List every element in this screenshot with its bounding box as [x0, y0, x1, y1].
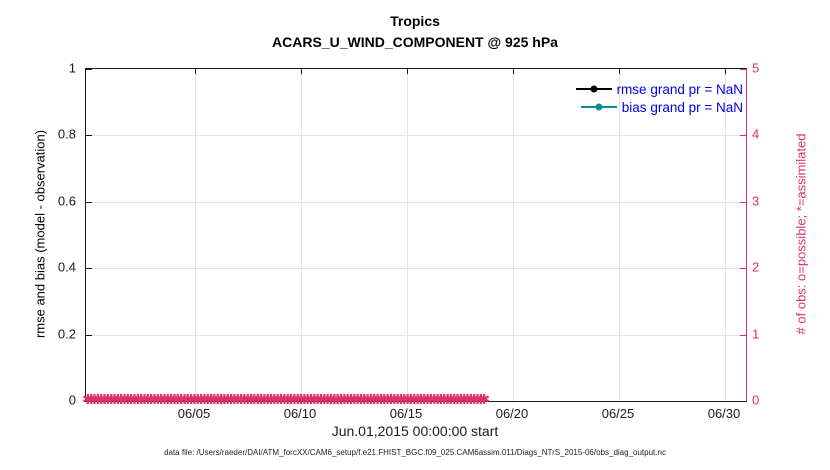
x-axis-label: Jun.01,2015 00:00:00 start [331, 423, 499, 439]
tick-mark-top [725, 69, 726, 74]
ytick-left: 0 [68, 392, 76, 408]
tick-mark-left [86, 334, 92, 336]
tick-mark-left [86, 268, 92, 270]
tick-mark-left [86, 201, 92, 203]
obs-zero-band: ✱✱✱✱✱✱✱✱✱✱✱✱✱✱✱✱✱✱✱✱✱✱✱✱✱✱✱✱✱✱✱✱✱✱✱✱✱✱✱✱… [82, 394, 490, 408]
gridline-v [513, 69, 515, 401]
data-file-path: data file: /Users/raeder/DAI/ATM_forcXX/… [164, 448, 666, 457]
ytick-left: 1 [68, 60, 76, 76]
tick-mark-top [407, 69, 409, 74]
ytick-right: 3 [752, 193, 760, 209]
gridline-v [407, 69, 409, 401]
gridline-v [725, 69, 726, 401]
legend-entry-bias: bias grand pr = NaN [576, 98, 743, 116]
ytick-left: 0.8 [57, 126, 76, 142]
chart-title: Tropics [390, 13, 440, 29]
xtick-label: 06/20 [495, 406, 529, 421]
xtick-label: 06/30 [707, 406, 741, 421]
gridline-v [619, 69, 621, 401]
chart-subtitle: ACARS_U_WIND_COMPONENT @ 925 hPa [272, 34, 558, 50]
xtick-label: 06/05 [177, 406, 211, 421]
legend-label-bias: bias grand pr = NaN [621, 99, 743, 115]
tick-mark-top [513, 69, 515, 74]
gridline-h [86, 268, 746, 270]
rmse-line-sample [575, 85, 612, 93]
tick-mark-right [740, 69, 746, 70]
gridline-h [86, 135, 746, 137]
xtick-label: 06/25 [601, 406, 635, 421]
ytick-right: 1 [752, 326, 760, 342]
ytick-left: 0.2 [57, 326, 76, 342]
xtick-label: 06/10 [283, 406, 317, 421]
plot-area: rmse grand pr = NaN bias grand pr = NaN … [82, 68, 747, 407]
tick-mark-right [740, 334, 746, 336]
ytick-right: 5 [752, 60, 760, 76]
left-axis-label: rmse and bias (model - observation) [32, 129, 48, 339]
bias-line-sample [580, 103, 617, 111]
gridline-h [86, 334, 746, 336]
ytick-right: 4 [752, 126, 760, 142]
tick-mark-top [301, 69, 303, 74]
gridline-v [301, 69, 303, 401]
tick-mark-right [740, 201, 746, 203]
gridline-v [195, 69, 197, 401]
ytick-left: 0.6 [57, 193, 76, 209]
gridline-h [86, 201, 746, 203]
right-axis-label: # of obs: o=possible; *=assimilated [793, 133, 809, 335]
legend-entry-rmse: rmse grand pr = NaN [575, 80, 743, 98]
bias-marker-icon [595, 103, 603, 111]
ytick-right: 0 [752, 392, 760, 408]
tick-mark-right [740, 268, 746, 270]
tick-mark-right [740, 135, 746, 137]
ytick-right: 2 [752, 259, 760, 275]
legend: rmse grand pr = NaN bias grand pr = NaN [575, 80, 743, 116]
legend-label-rmse: rmse grand pr = NaN [616, 81, 743, 97]
rmse-marker-icon [590, 85, 598, 93]
tick-mark-left [86, 69, 92, 70]
tick-mark-top [195, 69, 197, 74]
xtick-label: 06/15 [389, 406, 423, 421]
tick-mark-left [86, 135, 92, 137]
ytick-left: 0.4 [57, 259, 76, 275]
tick-mark-top [619, 69, 621, 74]
